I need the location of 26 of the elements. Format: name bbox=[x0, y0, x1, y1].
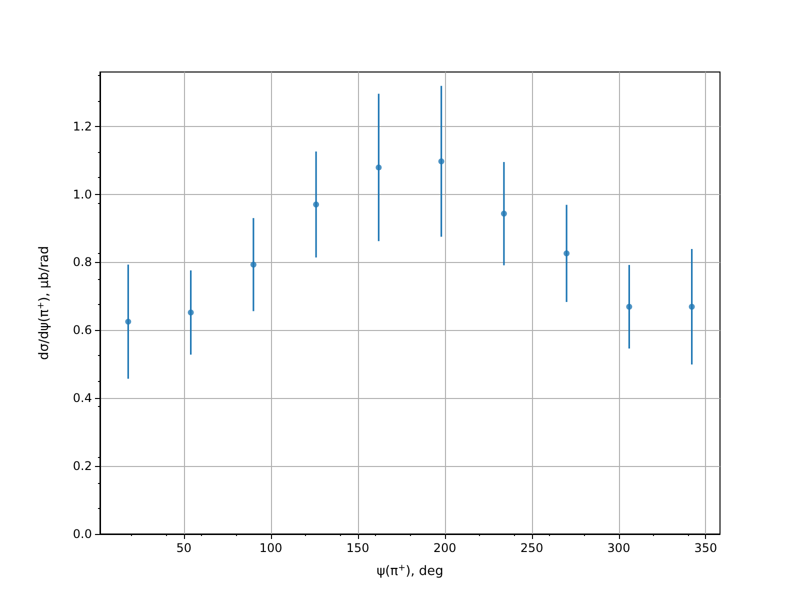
x-tick-label: 350 bbox=[694, 541, 718, 555]
point bbox=[688, 304, 695, 310]
x-tick-label: 100 bbox=[259, 541, 282, 555]
y-tick-label: 0.4 bbox=[72, 391, 92, 406]
y-tick-label: 0.2 bbox=[72, 459, 92, 474]
x-tick-label: 250 bbox=[520, 541, 544, 555]
y-tick-label: 0.8 bbox=[72, 255, 92, 270]
x-axis-title: ψ(π+), deg bbox=[376, 564, 444, 579]
x-tick-label: 50 bbox=[176, 541, 192, 555]
point bbox=[250, 262, 256, 268]
point bbox=[564, 250, 570, 256]
point bbox=[626, 304, 632, 310]
y-tick-label: 1.2 bbox=[72, 119, 92, 134]
point bbox=[125, 318, 132, 325]
y-tick-label: 0.6 bbox=[72, 323, 92, 338]
y-tick-label: 1.0 bbox=[72, 187, 92, 202]
point bbox=[313, 201, 320, 208]
x-tick-label: 300 bbox=[607, 541, 630, 555]
point bbox=[376, 164, 382, 170]
y-tick-label: 0.0 bbox=[72, 527, 92, 541]
y-axis-title: dσ/dψ(π+), μb/rad bbox=[36, 246, 52, 360]
point bbox=[188, 310, 194, 316]
point bbox=[500, 210, 507, 217]
x-tick-label: 150 bbox=[346, 541, 370, 555]
point bbox=[438, 158, 444, 164]
x-tick-label: 200 bbox=[433, 541, 456, 555]
